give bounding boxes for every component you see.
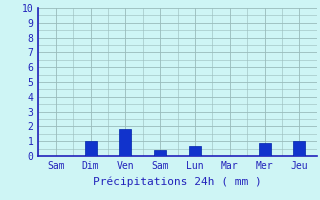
X-axis label: Précipitations 24h ( mm ): Précipitations 24h ( mm ): [93, 176, 262, 187]
Bar: [189, 146, 201, 156]
Bar: [293, 141, 306, 156]
Bar: [154, 150, 166, 156]
Bar: [84, 141, 97, 156]
Bar: [119, 129, 132, 156]
Bar: [259, 143, 271, 156]
